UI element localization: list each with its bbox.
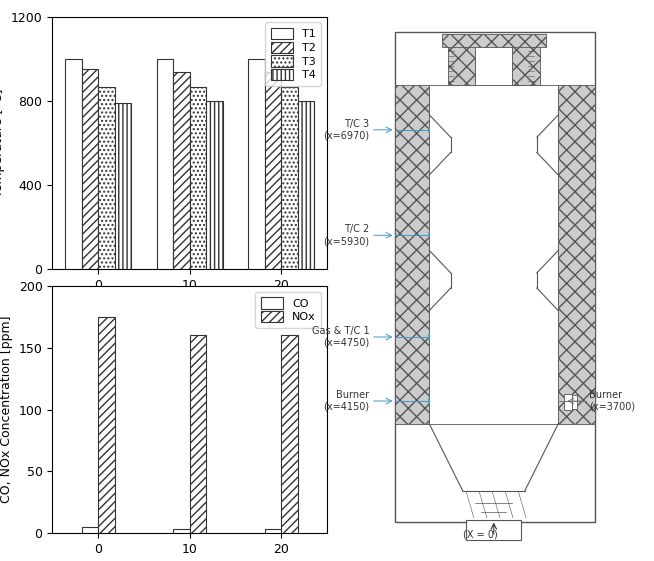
Bar bbox=[190, 88, 206, 269]
Bar bbox=[265, 72, 281, 269]
Text: Gas & T/C 1
(x=4750): Gas & T/C 1 (x=4750) bbox=[312, 326, 370, 348]
Bar bbox=[265, 529, 281, 533]
Bar bbox=[82, 527, 98, 533]
Legend: T1, T2, T3, T4: T1, T2, T3, T4 bbox=[266, 22, 322, 86]
Bar bbox=[466, 519, 521, 540]
Bar bbox=[441, 34, 546, 47]
Bar bbox=[98, 317, 114, 533]
Bar bbox=[281, 335, 298, 533]
Bar bbox=[173, 529, 190, 533]
Bar bbox=[572, 395, 577, 410]
Bar bbox=[157, 59, 173, 269]
Bar bbox=[475, 39, 512, 85]
Bar bbox=[564, 393, 572, 411]
Bar bbox=[298, 101, 314, 269]
Text: Burner
(x=3700): Burner (x=3700) bbox=[589, 390, 635, 412]
Bar bbox=[173, 72, 190, 269]
Bar bbox=[559, 85, 595, 424]
Bar bbox=[249, 59, 265, 269]
Bar bbox=[281, 88, 298, 269]
Bar bbox=[429, 85, 559, 424]
Bar bbox=[190, 335, 206, 533]
Bar bbox=[396, 85, 429, 424]
Bar bbox=[512, 39, 540, 85]
Text: T/C 2
(x=5930): T/C 2 (x=5930) bbox=[323, 224, 370, 246]
Bar bbox=[65, 59, 82, 269]
Bar bbox=[447, 39, 475, 85]
Bar bbox=[82, 70, 98, 269]
Bar bbox=[396, 32, 595, 522]
Y-axis label: CO, NOx Concentration [ppm]: CO, NOx Concentration [ppm] bbox=[0, 316, 13, 503]
Text: Burner
(x=4150): Burner (x=4150) bbox=[323, 390, 370, 412]
Y-axis label: Temperature [°C]: Temperature [°C] bbox=[0, 89, 5, 197]
Bar bbox=[114, 103, 131, 269]
Legend: CO, NOx: CO, NOx bbox=[256, 292, 322, 328]
Bar bbox=[206, 101, 222, 269]
Text: T/C 3
(x=6970): T/C 3 (x=6970) bbox=[323, 119, 370, 141]
Bar bbox=[98, 88, 114, 269]
Text: (X = 0): (X = 0) bbox=[463, 530, 498, 540]
